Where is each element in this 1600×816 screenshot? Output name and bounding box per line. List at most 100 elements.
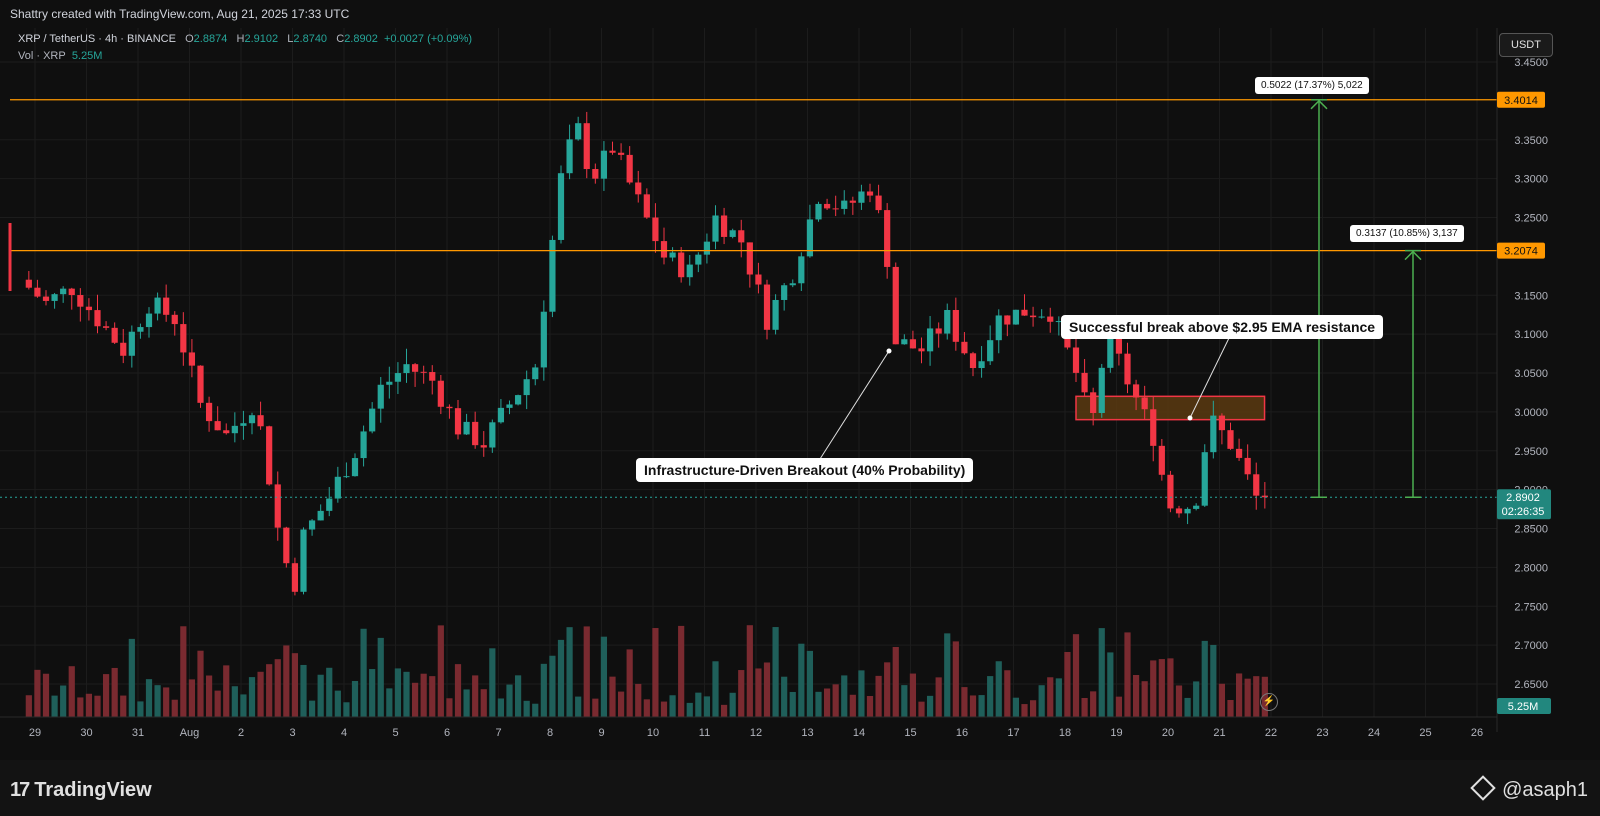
volume-bar [841, 675, 848, 717]
candle-body [506, 404, 513, 408]
resistance-price-text: 3.4014 [1504, 95, 1538, 107]
candle-body [755, 274, 762, 285]
volume-bar [978, 695, 985, 717]
volume-bar [720, 704, 728, 717]
volume-bar [935, 677, 942, 717]
volume-bar [866, 696, 874, 717]
volume-bar [1158, 659, 1165, 717]
volume-bar [317, 674, 324, 717]
volume-bar [626, 649, 633, 717]
time-tick-label: 6 [444, 727, 450, 739]
candle-body [197, 365, 204, 403]
candle-body [995, 315, 1002, 341]
volume-bar [454, 664, 462, 717]
candle-body [34, 287, 41, 297]
lightning-icon[interactable]: ⚡ [1260, 693, 1278, 711]
candle-body [841, 200, 848, 209]
volume-bar [334, 690, 341, 717]
candle-body [1081, 372, 1088, 393]
candle-body [1098, 367, 1105, 413]
author-name: @asaph1 [1502, 779, 1588, 801]
volume-legend: Vol · XRP 5.25M [18, 50, 102, 62]
volume-bar [180, 626, 187, 717]
low-label: L [287, 33, 294, 45]
volume-bar [961, 687, 968, 717]
volume-value: 5.25M [71, 50, 103, 62]
volume-bar [635, 683, 642, 717]
volume-bar [1150, 660, 1157, 717]
volume-bar [609, 676, 616, 717]
candle-body [1253, 474, 1260, 496]
volume-bar [969, 695, 977, 717]
candle-body [1072, 347, 1080, 373]
volume-bar [540, 663, 547, 717]
candle-body [763, 284, 771, 330]
price-chart[interactable]: 3.4500 3.3500 3.3000 3.2500 3.1500 3.1000 3.05… [0, 28, 1600, 760]
candle-body [205, 402, 213, 422]
candle-body [686, 264, 693, 278]
volume-bar [308, 700, 316, 717]
tradingview-logo[interactable]: 17 TradingView [10, 779, 152, 802]
candle-body [926, 328, 934, 352]
time-tick-label: 9 [598, 727, 604, 739]
volume-bar [1081, 697, 1088, 717]
volume-bar [566, 627, 573, 717]
candle-body [678, 252, 685, 278]
volume-bar [34, 669, 41, 717]
volume-bar [1124, 632, 1131, 717]
volume-bar [789, 691, 796, 717]
candle-body [480, 445, 487, 448]
volume-bar [68, 666, 75, 717]
price-axis[interactable]: 3.4500 3.3500 3.3000 3.2500 3.1500 3.1000 3.05… [1496, 28, 1600, 732]
currency-button[interactable]: USDT [1499, 33, 1553, 57]
candle-body [343, 476, 350, 478]
time-tick-label: 11 [699, 727, 710, 739]
price-tick-label: 3.2500 [1514, 213, 1548, 225]
candle-body [317, 510, 324, 521]
candle-body [798, 256, 805, 284]
candle-body [720, 215, 728, 237]
ema-leader [1189, 335, 1231, 419]
ema-break-callout: Successful break above $2.95 EMA resista… [1061, 315, 1384, 339]
volume-bar [798, 643, 805, 717]
volume-bar [995, 661, 1002, 717]
time-tick-label: 17 [1007, 727, 1019, 739]
volume-bar [892, 646, 899, 717]
volume-bar [25, 695, 32, 717]
open-value: 2.8874 [193, 33, 228, 45]
candle-body [394, 373, 402, 382]
candle-body [1261, 495, 1268, 498]
volume-bar [128, 638, 135, 717]
volume-bar [763, 662, 771, 717]
candle-body [583, 123, 590, 170]
volume-bar [463, 689, 470, 717]
candle-body [94, 310, 101, 327]
time-tick-label: 29 [29, 727, 41, 739]
time-tick-label: 10 [647, 727, 659, 739]
chart-credit: Shattry created with TradingView.com, Au… [10, 7, 350, 21]
measure-label-upper: 0.5022 (17.37%) 5,022 [1255, 77, 1369, 94]
resistance-price-text: 3.2074 [1504, 246, 1538, 258]
candle-body [1167, 474, 1174, 509]
time-tick-label: 31 [132, 727, 144, 739]
price-tick-label: 3.1500 [1514, 290, 1548, 302]
candle-body [600, 150, 608, 179]
candle-body [145, 313, 153, 328]
volume-bar [77, 697, 84, 717]
candle-body [68, 288, 75, 296]
time-axis[interactable]: 29 30 31 Aug 2 3 4 5 6 7 8 9 10 11 12 13 14 15 16 17 18 19 20 2… [0, 716, 1497, 739]
volume-bar [703, 696, 711, 717]
candle-body [1175, 508, 1183, 514]
candle-body [617, 152, 625, 155]
time-tick-label: 14 [853, 727, 865, 739]
volume-bar [686, 702, 693, 717]
candle-body [214, 421, 221, 431]
volume-bar [901, 685, 908, 717]
author-handle[interactable]: @asaph1 [1470, 775, 1588, 802]
candle-body [472, 421, 479, 446]
candle-body [1124, 353, 1131, 385]
volume-bar [1004, 670, 1011, 717]
volume-bar [849, 694, 856, 717]
candle-body [1038, 316, 1045, 318]
price-tick-label: 2.8500 [1514, 524, 1548, 536]
